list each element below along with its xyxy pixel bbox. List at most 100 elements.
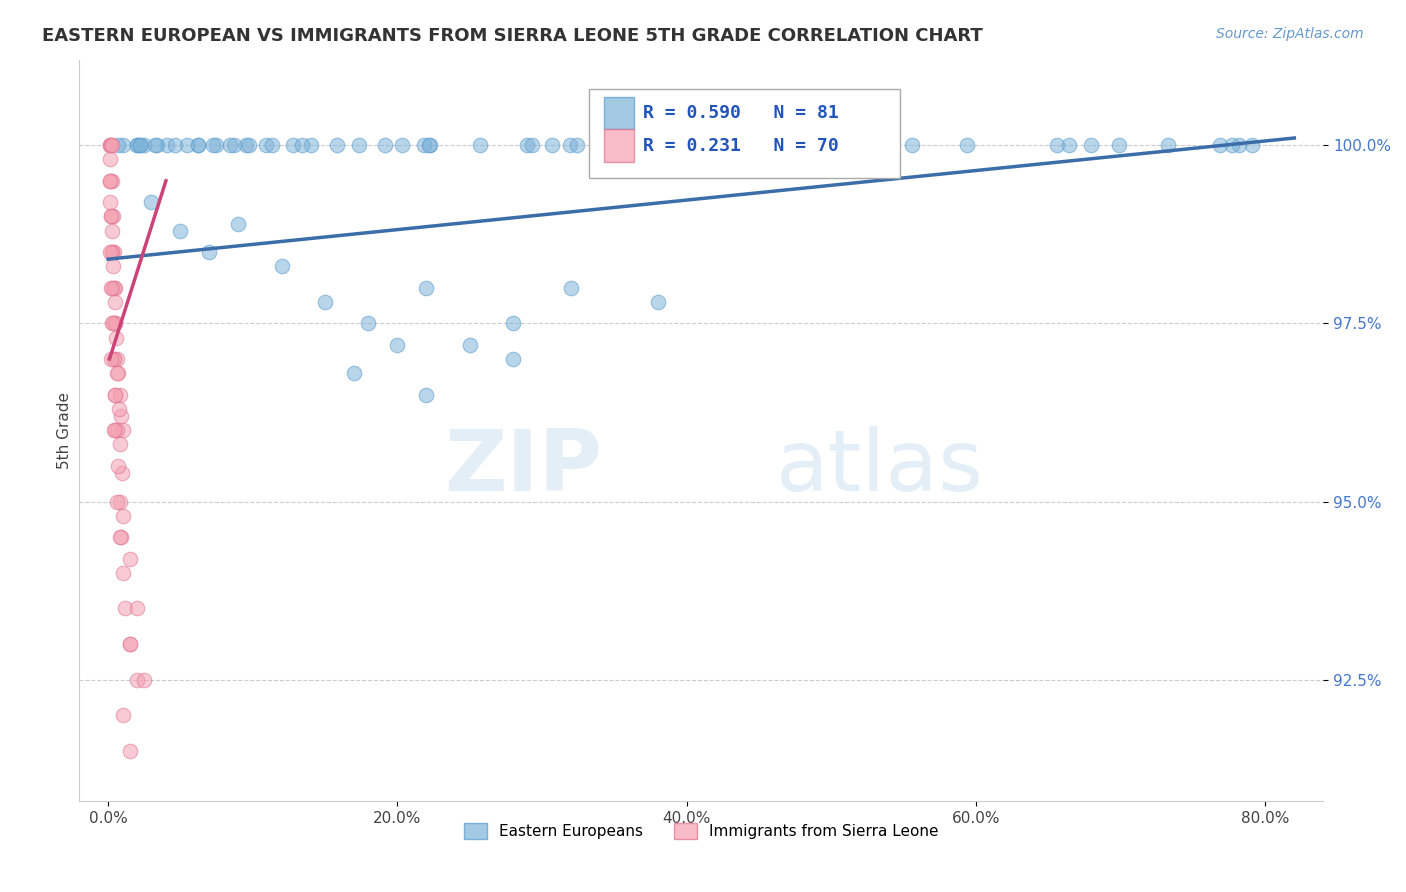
Point [254,138,277,153]
Point [391,138,413,153]
Point [125,138,148,153]
Point [728,138,751,153]
Point [520,138,543,153]
Text: R = 0.590   N = 81: R = 0.590 N = 81 [643,104,838,122]
Point [103,245,125,260]
Point [110,437,132,451]
Point [765,138,787,153]
Point [110,530,132,544]
Point [103,351,125,366]
Point [111,423,134,437]
Point [114,601,136,615]
Point [176,138,198,153]
Point [541,138,564,153]
Point [101,210,124,224]
Point [100,351,122,366]
Point [100,138,122,153]
Point [104,316,127,330]
Point [98,138,121,153]
Point [100,245,122,260]
Point [226,217,249,231]
Point [112,138,135,153]
Point [107,458,129,473]
Legend: Eastern Europeans, Immigrants from Sierra Leone: Eastern Europeans, Immigrants from Sierr… [458,817,945,845]
FancyBboxPatch shape [605,129,634,161]
Point [118,637,141,651]
Point [1157,138,1180,153]
Point [187,138,209,153]
Point [187,138,209,153]
Point [1046,138,1069,153]
FancyBboxPatch shape [605,96,634,129]
Point [105,494,128,508]
Point [98,138,121,153]
Point [105,351,128,366]
Point [347,138,370,153]
Point [560,281,582,295]
Point [859,138,882,153]
Point [125,138,148,153]
Point [134,673,156,687]
Point [415,281,437,295]
Point [111,566,134,580]
Point [101,316,124,330]
Point [1241,138,1264,153]
Point [647,294,669,309]
Point [218,138,240,153]
Point [101,174,124,188]
Point [98,153,121,167]
Point [794,138,817,153]
Point [103,294,125,309]
Point [567,138,589,153]
Point [205,138,228,153]
Point [107,138,129,153]
Point [260,138,283,153]
Text: atlas: atlas [776,425,984,508]
Point [110,409,132,423]
Point [418,138,440,153]
Point [1057,138,1080,153]
Point [104,387,127,401]
Point [107,366,129,380]
Point [103,281,125,295]
Point [516,138,538,153]
Point [100,138,122,153]
Point [560,138,582,153]
Point [606,138,628,153]
Point [468,138,491,153]
Point [98,174,121,188]
Y-axis label: 5th Grade: 5th Grade [58,392,72,468]
Point [900,138,922,153]
Point [103,387,125,401]
Text: EASTERN EUROPEAN VS IMMIGRANTS FROM SIERRA LEONE 5TH GRADE CORRELATION CHART: EASTERN EUROPEAN VS IMMIGRANTS FROM SIER… [42,27,983,45]
Point [100,210,122,224]
Point [343,366,366,380]
Point [357,316,380,330]
Point [1080,138,1102,153]
Point [413,138,436,153]
Point [658,138,681,153]
Point [101,260,124,274]
Point [1220,138,1243,153]
Point [415,387,437,401]
Point [118,637,141,651]
Point [156,138,179,153]
Point [299,138,322,153]
Text: ZIP: ZIP [444,425,602,508]
Point [103,423,125,437]
Point [108,387,131,401]
Point [163,138,186,153]
Point [143,138,166,153]
Point [111,508,134,523]
Point [111,466,134,480]
Point [281,138,304,153]
Point [387,337,409,351]
Point [374,138,396,153]
Point [201,138,224,153]
Point [101,245,124,260]
Point [103,281,125,295]
Point [104,316,127,330]
Point [326,138,349,153]
Point [238,138,260,153]
Text: R = 0.231   N = 70: R = 0.231 N = 70 [643,136,838,154]
